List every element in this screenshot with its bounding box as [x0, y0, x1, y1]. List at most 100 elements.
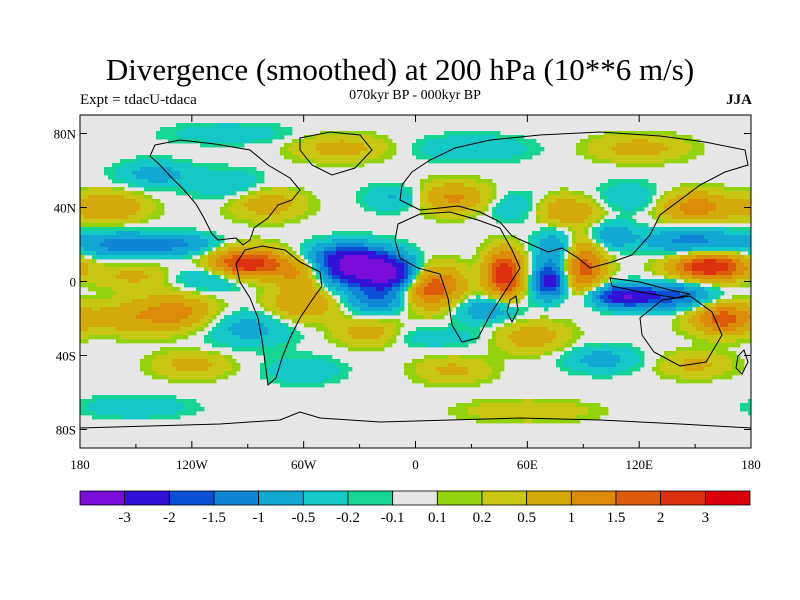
field-cell [608, 131, 613, 136]
field-cell [100, 299, 105, 304]
field-cell [228, 275, 233, 280]
field-cell [424, 195, 429, 200]
field-cell [276, 259, 281, 264]
field-cell [88, 303, 93, 308]
field-cell [408, 191, 413, 196]
field-cell [244, 203, 249, 208]
field-cell [380, 203, 385, 208]
field-cell [712, 279, 717, 284]
field-cell [276, 127, 281, 132]
field-cell [296, 263, 301, 268]
field-cell [208, 247, 213, 252]
field-cell [220, 191, 225, 196]
field-cell [364, 131, 369, 136]
field-cell [520, 219, 525, 224]
field-cell [140, 191, 145, 196]
field-cell [484, 275, 489, 280]
field-cell [656, 207, 661, 212]
field-cell [264, 219, 269, 224]
field-cell [172, 231, 177, 236]
field-cell [672, 283, 677, 288]
field-cell [176, 187, 181, 192]
field-cell [624, 155, 629, 160]
field-cell [120, 247, 125, 252]
field-cell [208, 183, 213, 188]
field-cell [596, 227, 601, 232]
field-cell [660, 295, 665, 300]
field-cell [388, 267, 393, 272]
field-cell [420, 147, 425, 152]
field-cell [660, 151, 665, 156]
field-cell [188, 167, 193, 172]
field-cell [360, 251, 365, 256]
field-cell [536, 283, 541, 288]
field-cell [744, 195, 749, 200]
field-cell [144, 295, 149, 300]
field-cell [196, 275, 201, 280]
field-cell [392, 243, 397, 248]
field-cell [440, 187, 445, 192]
field-cell [280, 203, 285, 208]
field-cell [536, 291, 541, 296]
field-cell [144, 283, 149, 288]
field-cell [504, 271, 509, 276]
field-cell [464, 139, 469, 144]
field-cell [192, 191, 197, 196]
field-cell [424, 139, 429, 144]
field-cell [140, 263, 145, 268]
field-cell [388, 203, 393, 208]
field-cell [484, 187, 489, 192]
field-cell [712, 291, 717, 296]
field-cell [160, 211, 165, 216]
field-cell [568, 215, 573, 220]
field-cell [396, 263, 401, 268]
field-cell [460, 191, 465, 196]
field-cell [128, 231, 133, 236]
field-cell [228, 267, 233, 272]
field-cell [576, 263, 581, 268]
field-cell [644, 223, 649, 228]
field-cell [112, 243, 117, 248]
field-cell [132, 243, 137, 248]
field-cell [124, 179, 129, 184]
field-cell [572, 243, 577, 248]
field-cell [296, 291, 301, 296]
field-cell [444, 215, 449, 220]
field-cell [608, 183, 613, 188]
field-cell [352, 139, 357, 144]
field-cell [748, 231, 751, 236]
field-cell [560, 283, 565, 288]
field-cell [276, 255, 281, 260]
field-cell [428, 151, 433, 156]
field-cell [604, 159, 609, 164]
field-cell [632, 275, 637, 280]
field-cell [128, 247, 133, 252]
field-cell [548, 235, 553, 240]
field-cell [508, 139, 513, 144]
field-cell [272, 287, 277, 292]
field-cell [668, 231, 673, 236]
field-cell [344, 135, 349, 140]
field-cell [116, 191, 121, 196]
field-cell [312, 299, 317, 304]
field-cell [224, 139, 229, 144]
field-cell [628, 279, 633, 284]
field-cell [468, 195, 473, 200]
field-cell [556, 279, 561, 284]
field-cell [572, 271, 577, 276]
field-cell [292, 211, 297, 216]
field-cell [488, 259, 493, 264]
field-cell [216, 299, 221, 304]
field-cell [324, 243, 329, 248]
field-cell [204, 195, 209, 200]
field-cell [136, 275, 141, 280]
field-cell [92, 195, 97, 200]
field-cell [156, 203, 161, 208]
field-cell [424, 203, 429, 208]
field-cell [420, 279, 425, 284]
field-cell [628, 199, 633, 204]
field-cell [600, 135, 605, 140]
field-cell [184, 299, 189, 304]
field-cell [476, 199, 481, 204]
field-cell [580, 287, 585, 292]
